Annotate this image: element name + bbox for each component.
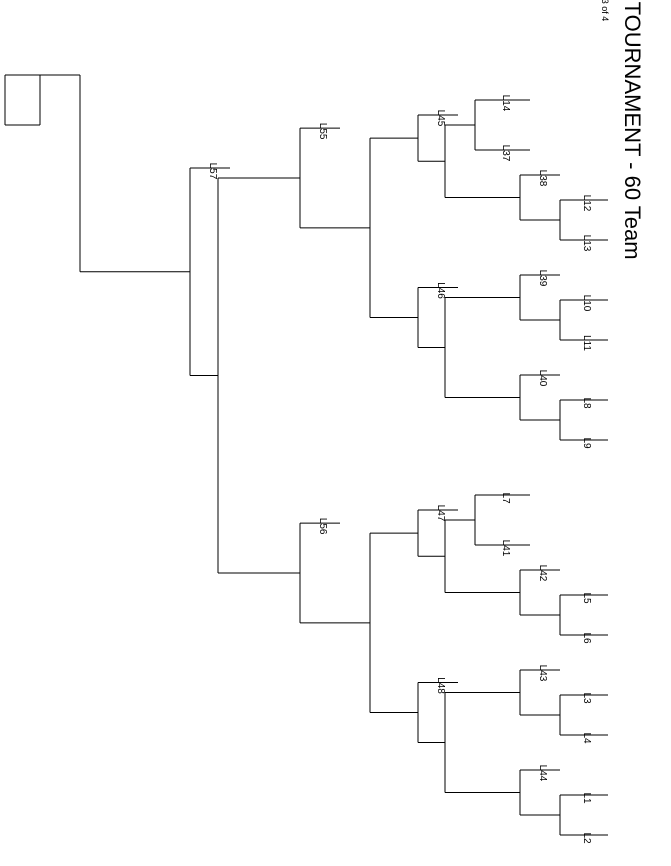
r2-label: L37 — [500, 145, 511, 162]
r4-label: L56 — [317, 518, 328, 535]
r2-label: L43 — [537, 665, 548, 682]
r3-label: L46 — [435, 282, 446, 299]
r2-label: L44 — [537, 765, 548, 782]
r1-label: L1 — [581, 792, 592, 804]
r1-label: L4 — [581, 732, 592, 744]
bracket-diagram: DOUBLE ELIMINATION TOURNAMENT - 60 Team 3… — [0, 0, 671, 866]
r2-label: L41 — [500, 540, 511, 557]
r1-label: L12 — [581, 195, 592, 212]
r1-label: L13 — [581, 235, 592, 252]
r1-label: L3 — [581, 692, 592, 704]
r2-label: L7 — [500, 492, 511, 504]
r1-label: L6 — [581, 632, 592, 644]
r1-label: L8 — [581, 397, 592, 409]
r2-label: L38 — [537, 170, 548, 187]
r3-label: L47 — [435, 505, 446, 522]
r2-label: L42 — [537, 565, 548, 582]
r1-label: L11 — [581, 335, 592, 351]
r1-label: L9 — [581, 437, 592, 449]
r2-label: L14 — [500, 95, 511, 112]
page-title: DOUBLE ELIMINATION TOURNAMENT - 60 Team — [620, 0, 645, 260]
r3-label: L45 — [435, 110, 446, 127]
page-indicator: 3 of 4 — [600, 0, 610, 21]
r2-label: L39 — [537, 270, 548, 287]
r2-label: L40 — [537, 370, 548, 387]
r4-label: L55 — [317, 123, 328, 140]
r1-label: L2 — [581, 832, 592, 844]
r1-label: L10 — [581, 295, 592, 312]
r5-label: L57 — [207, 163, 218, 180]
r1-label: L5 — [581, 592, 592, 604]
r3-label: L48 — [435, 677, 446, 694]
